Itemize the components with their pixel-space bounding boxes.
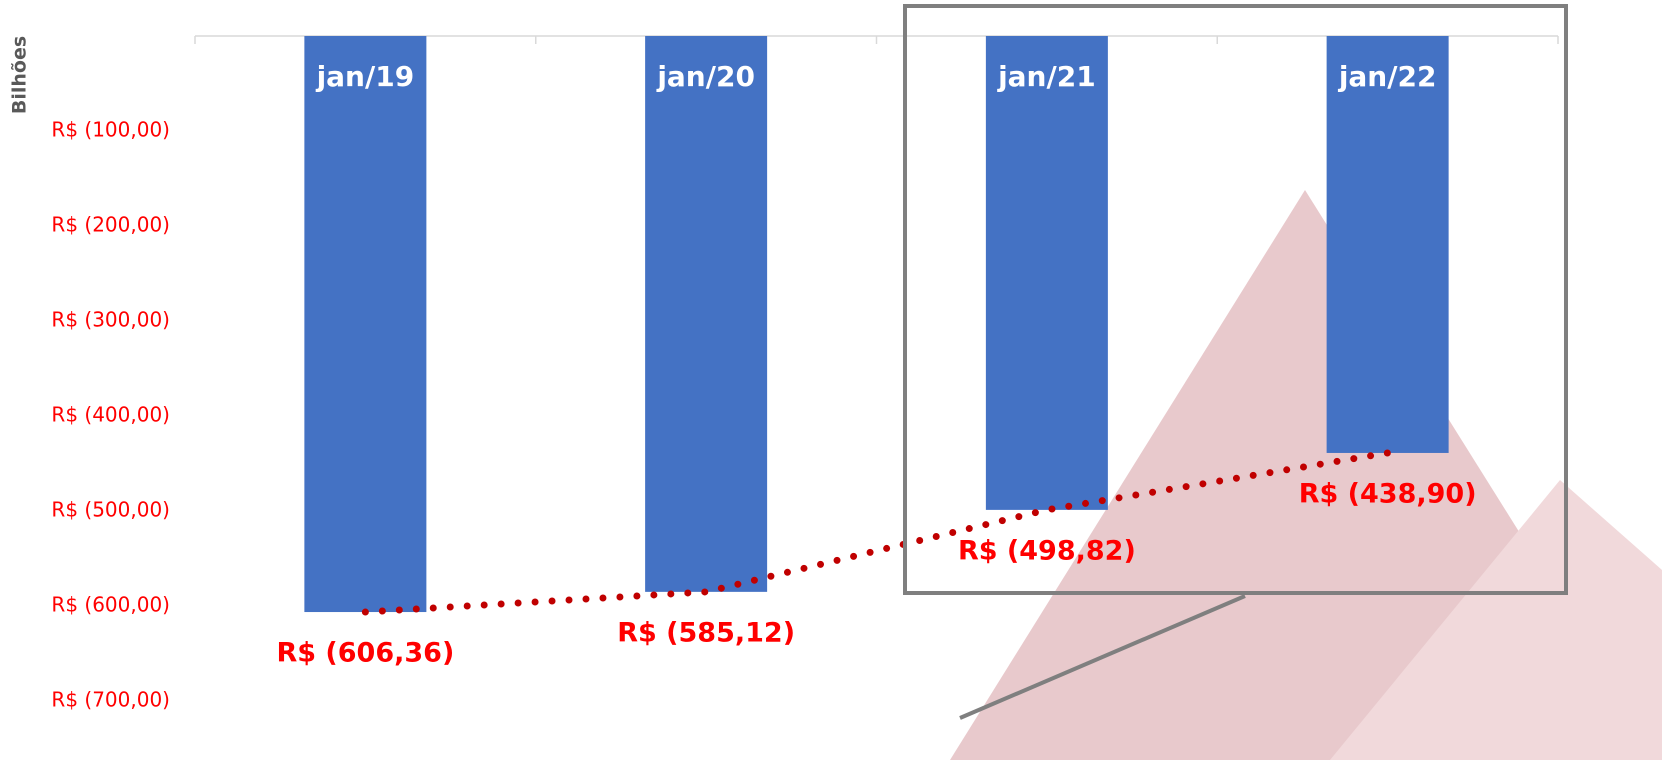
value-label: R$ (585,12) <box>617 617 795 648</box>
y-tick-label: R$ (700,00) <box>51 688 170 712</box>
value-label: R$ (498,82) <box>958 535 1136 566</box>
y-tick-label: R$ (100,00) <box>51 118 170 142</box>
y-tick-label: R$ (500,00) <box>51 498 170 522</box>
bar <box>985 36 1108 510</box>
decoration-triangle <box>1330 480 1662 760</box>
callout-line <box>959 594 1246 720</box>
bar <box>304 36 427 613</box>
category-label: jan/20 <box>656 60 755 93</box>
y-axis-title: Bilhões <box>9 36 31 114</box>
category-label: jan/19 <box>316 60 415 93</box>
category-label: jan/21 <box>997 60 1096 93</box>
y-tick-label: R$ (300,00) <box>51 308 170 332</box>
bar <box>645 36 768 592</box>
y-tick-label: R$ (400,00) <box>51 403 170 427</box>
trend-line <box>361 449 1392 616</box>
bar <box>1326 36 1449 453</box>
value-label: R$ (438,90) <box>1299 478 1477 509</box>
value-label: R$ (606,36) <box>276 638 454 669</box>
highlight-box <box>903 4 1568 595</box>
y-tick-label: R$ (200,00) <box>51 213 170 237</box>
y-tick-label: R$ (600,00) <box>51 593 170 617</box>
category-label: jan/22 <box>1338 60 1437 93</box>
